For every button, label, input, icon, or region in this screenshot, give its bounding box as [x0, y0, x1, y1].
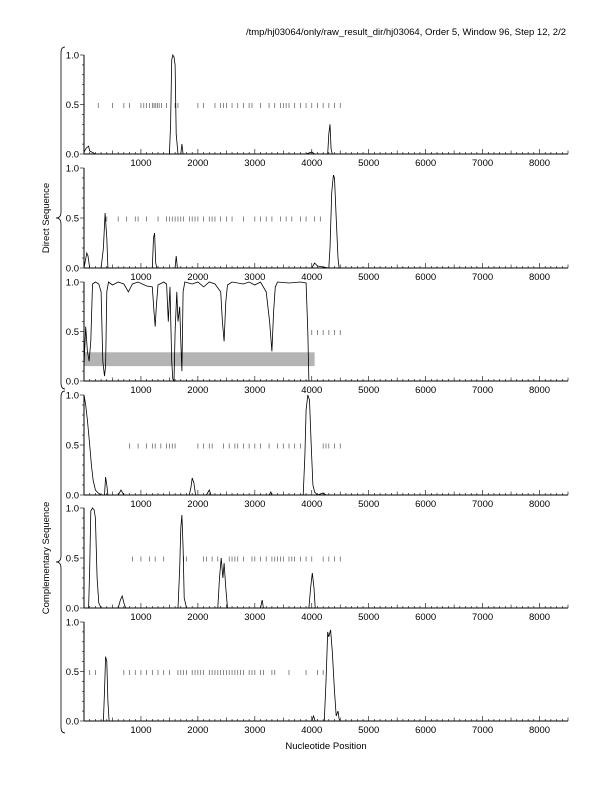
x-tick-label: 5000	[358, 612, 379, 623]
x-tick-label: 1000	[130, 158, 151, 169]
x-tick-label: 1000	[130, 725, 151, 736]
brace-group	[55, 46, 66, 734]
x-tick-label: 6000	[415, 385, 436, 396]
y-tick-label: 0.0	[66, 491, 79, 502]
x-tick-label: 2000	[187, 272, 208, 283]
y-tick-label: 1.0	[66, 164, 79, 175]
x-tick-label: 1000	[130, 385, 151, 396]
x-tick-label: 8000	[529, 158, 550, 169]
x-tick-label: 8000	[529, 499, 550, 510]
x-tick-label: 6000	[415, 612, 436, 623]
x-tick-label: 2000	[187, 158, 208, 169]
panels-group: 1000 2000 3000 4000 5000 6000 7000 8000 0.0 0.5 1.…	[66, 51, 569, 736]
group-brace	[55, 390, 66, 734]
x-tick-label: 2000	[187, 612, 208, 623]
x-tick-label: 3000	[244, 725, 265, 736]
y-tick-label: 1.0	[66, 391, 79, 402]
x-tick-label: 5000	[358, 385, 379, 396]
y-tick-label: 0.5	[66, 100, 79, 111]
series-line	[84, 629, 568, 722]
x-tick-label: 3000	[244, 385, 265, 396]
x-tick-label: 6000	[415, 158, 436, 169]
x-tick-label: 4000	[301, 725, 322, 736]
y-tick-label: 0.5	[66, 554, 79, 565]
x-tick-label: 4000	[301, 612, 322, 623]
panel-1: 1000 2000 3000 4000 5000 6000 7000 8000 0.0 0.5 1.…	[66, 51, 569, 169]
panel-2: 1000 2000 3000 4000 5000 6000 7000 8000 0.0 0.5 1.…	[66, 164, 569, 283]
x-tick-label: 2000	[187, 385, 208, 396]
x-tick-label: 1000	[130, 272, 151, 283]
x-tick-label: 2000	[187, 499, 208, 510]
x-tick-label: 8000	[529, 272, 550, 283]
x-axis-label: Nucleotide Position	[285, 741, 366, 752]
x-tick-label: 3000	[244, 499, 265, 510]
y-tick-label: 0.5	[66, 214, 79, 225]
highlight-region	[84, 352, 315, 367]
x-tick-label: 1000	[130, 499, 151, 510]
y-tick-label: 1.0	[66, 618, 79, 629]
y-tick-label: 1.0	[66, 504, 79, 515]
x-tick-label: 4000	[301, 499, 322, 510]
panel-3: 1000 2000 3000 4000 5000 6000 7000 8000 0.0 0.5 1.…	[66, 278, 569, 396]
x-tick-label: 5000	[358, 158, 379, 169]
y-tick-label: 0.0	[66, 604, 79, 615]
x-tick-label: 8000	[529, 385, 550, 396]
series-line	[83, 53, 568, 155]
x-tick-label: 7000	[472, 612, 493, 623]
x-tick-label: 8000	[529, 612, 550, 623]
x-tick-label: 7000	[472, 499, 493, 510]
x-tick-label: 1000	[130, 612, 151, 623]
y-tick-label: 0.0	[66, 717, 79, 728]
x-tick-label: 4000	[301, 158, 322, 169]
series-line	[83, 394, 568, 496]
x-tick-label: 7000	[472, 385, 493, 396]
x-tick-label: 6000	[415, 499, 436, 510]
group-brace	[55, 46, 66, 390]
x-tick-label: 3000	[244, 612, 265, 623]
group-label-complementary: Complementary Sequence	[41, 502, 52, 614]
x-tick-label: 4000	[301, 272, 322, 283]
x-tick-label: 6000	[415, 272, 436, 283]
y-tick-label: 0.5	[66, 441, 79, 452]
x-tick-label: 5000	[358, 499, 379, 510]
series-line	[83, 281, 568, 383]
series-line	[84, 507, 568, 609]
series-line	[83, 174, 568, 269]
panel-6: 1000 2000 3000 4000 5000 6000 7000 8000 0.0 0.5 1.…	[66, 618, 569, 736]
x-tick-label: 3000	[244, 158, 265, 169]
group-label-direct: Direct Sequence	[41, 183, 52, 253]
x-tick-label: 7000	[472, 725, 493, 736]
y-tick-label: 1.0	[66, 51, 79, 62]
y-tick-label: 0.0	[66, 264, 79, 275]
x-tick-label: 8000	[529, 725, 550, 736]
panel-4: 1000 2000 3000 4000 5000 6000 7000 8000 0.0 0.5 1.…	[66, 391, 569, 510]
x-tick-label: 3000	[244, 272, 265, 283]
y-tick-label: 0.0	[66, 377, 79, 388]
y-tick-label: 0.0	[66, 150, 79, 161]
y-tick-label: 1.0	[66, 278, 79, 289]
x-tick-label: 7000	[472, 158, 493, 169]
x-tick-label: 2000	[187, 725, 208, 736]
x-tick-label: 6000	[415, 725, 436, 736]
header-path-text: /tmp/hj03064/only/raw_result_dir/hj03064…	[246, 27, 566, 38]
x-tick-label: 4000	[301, 385, 322, 396]
x-tick-label: 5000	[358, 725, 379, 736]
y-tick-label: 0.5	[66, 667, 79, 678]
panel-5: 1000 2000 3000 4000 5000 6000 7000 8000 0.0 0.5 1.…	[66, 504, 569, 623]
y-tick-label: 0.5	[66, 327, 79, 338]
x-tick-label: 7000	[472, 272, 493, 283]
x-tick-label: 5000	[358, 272, 379, 283]
